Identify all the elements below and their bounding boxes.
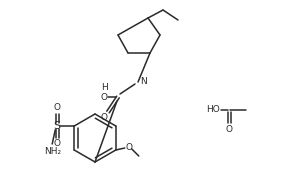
Text: O: O [125, 144, 132, 153]
Text: HO: HO [206, 106, 220, 115]
Text: H: H [101, 83, 108, 92]
Text: S: S [54, 121, 61, 131]
Text: O: O [54, 104, 61, 113]
Text: O: O [101, 92, 108, 102]
Text: O: O [54, 140, 61, 148]
Text: NH₂: NH₂ [44, 146, 61, 155]
Text: N: N [140, 77, 147, 87]
Text: O: O [101, 113, 108, 123]
Text: O: O [225, 125, 232, 134]
